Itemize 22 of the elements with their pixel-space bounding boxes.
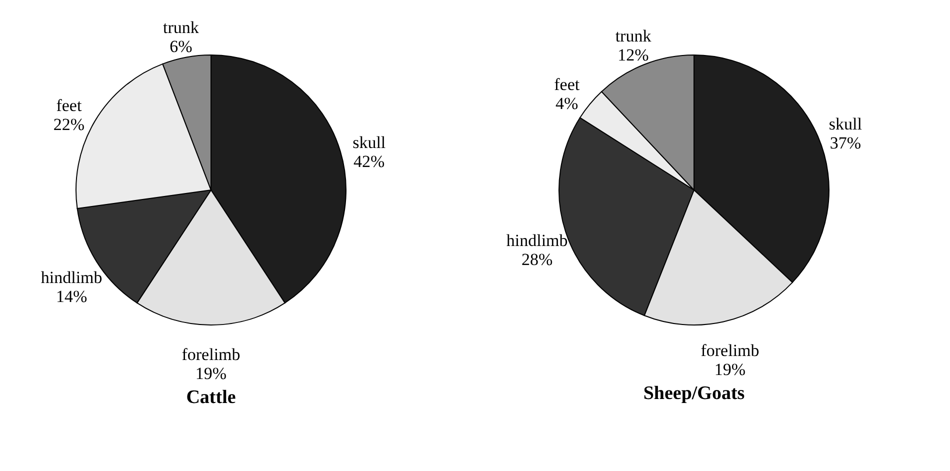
slice-label: trunk [163,18,200,37]
slice-label: feet [56,96,82,116]
slice-label: forelimb [700,341,760,360]
slice-label: skull [828,114,862,134]
data-label: 28% [521,250,553,269]
slice-label: feet [554,74,580,94]
data-label: 19% [714,360,746,380]
slice-label: forelimb [182,345,240,364]
slice-label: hindlimb [506,230,568,250]
text: Sheep/Goats [643,383,745,404]
data-label: 12% [618,46,649,65]
data-label: 19% [195,364,227,383]
data-label: 42% [354,152,385,171]
data-label: 6% [170,36,192,56]
data-label: 4% [556,94,578,113]
data-label: 22% [53,115,85,134]
text: Cattle [186,387,236,408]
data-label: 14% [56,287,88,306]
slice-label: hindlimb [40,268,102,288]
data-label: 37% [830,133,862,152]
slice-label: trunk [615,26,652,46]
slice-label: skull [352,132,386,152]
